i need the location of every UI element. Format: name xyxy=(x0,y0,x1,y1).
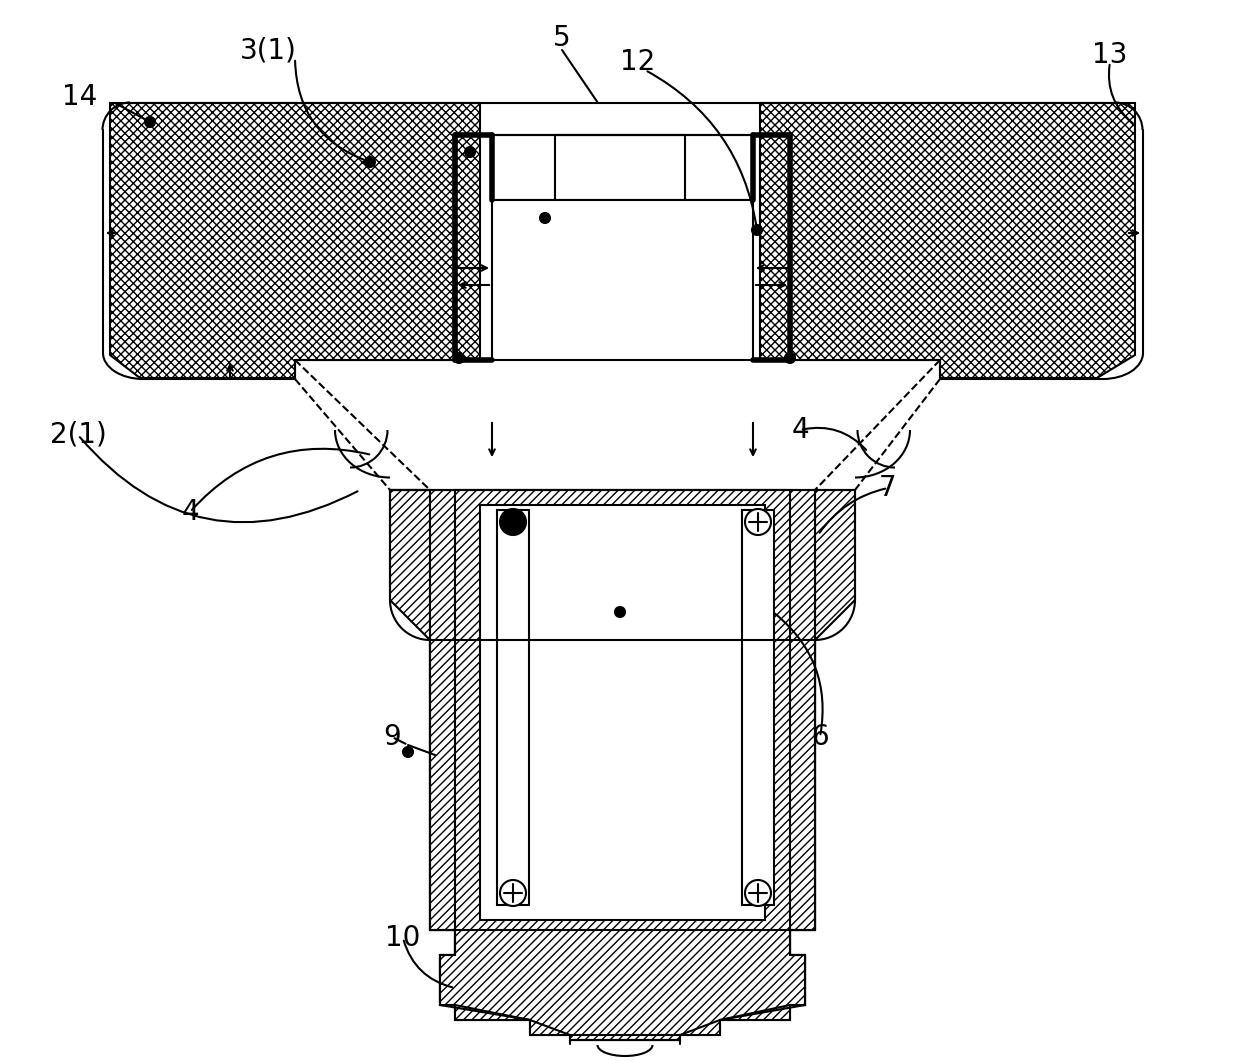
Text: 4: 4 xyxy=(181,498,198,526)
Bar xyxy=(742,510,774,905)
Circle shape xyxy=(403,747,413,756)
Polygon shape xyxy=(391,490,815,1040)
Circle shape xyxy=(751,225,763,234)
Polygon shape xyxy=(760,103,1135,378)
Circle shape xyxy=(500,880,526,906)
Circle shape xyxy=(145,117,155,127)
Circle shape xyxy=(454,353,464,363)
Text: 10: 10 xyxy=(386,924,420,952)
Bar xyxy=(480,505,765,920)
Polygon shape xyxy=(492,201,753,360)
Polygon shape xyxy=(110,103,480,378)
Circle shape xyxy=(365,157,374,167)
Text: 12: 12 xyxy=(620,48,656,76)
Bar xyxy=(497,510,529,905)
Text: 6: 6 xyxy=(811,723,828,751)
Circle shape xyxy=(615,607,625,618)
Circle shape xyxy=(539,213,551,223)
Text: 2(1): 2(1) xyxy=(50,421,107,449)
Circle shape xyxy=(745,880,771,906)
Text: 5: 5 xyxy=(553,24,570,52)
Text: 4: 4 xyxy=(791,416,808,443)
Circle shape xyxy=(465,147,475,157)
Text: 7: 7 xyxy=(879,474,897,502)
Polygon shape xyxy=(391,490,856,1040)
Circle shape xyxy=(500,509,526,535)
Circle shape xyxy=(745,509,771,535)
Circle shape xyxy=(785,353,795,363)
Text: 13: 13 xyxy=(1092,41,1127,69)
Text: 14: 14 xyxy=(62,83,98,111)
Polygon shape xyxy=(455,490,790,930)
Text: 3(1): 3(1) xyxy=(239,36,296,64)
Text: 9: 9 xyxy=(383,723,401,751)
Polygon shape xyxy=(492,135,753,201)
